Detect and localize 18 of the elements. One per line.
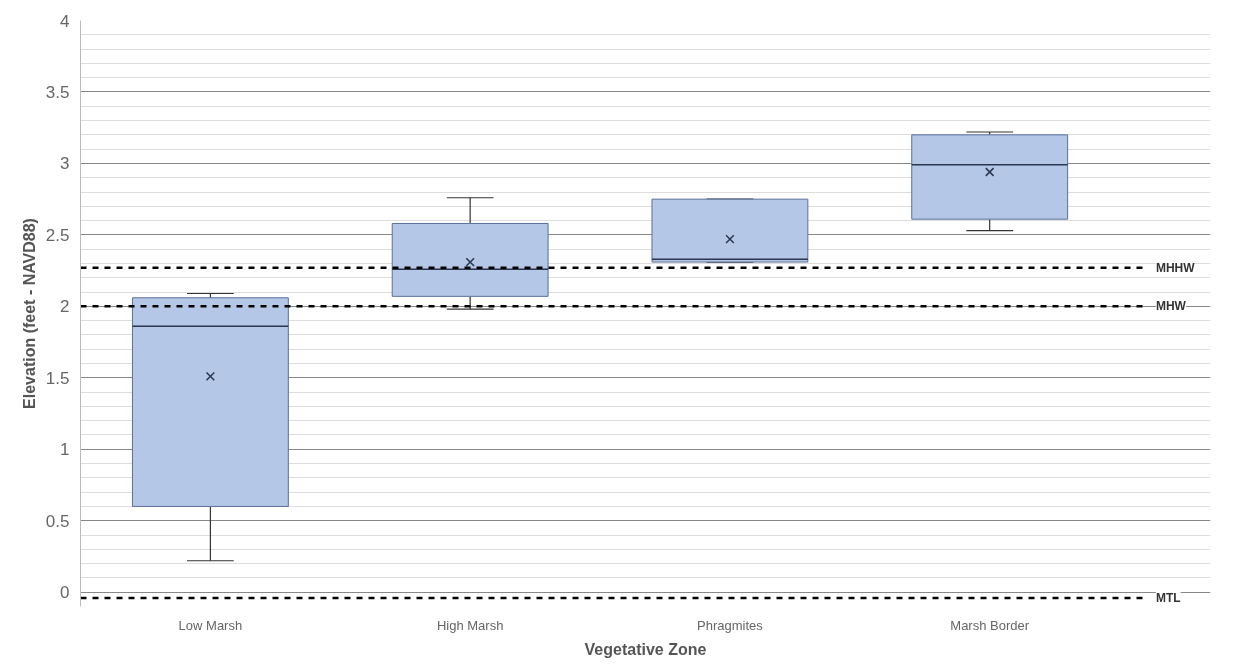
y-axis-title: Elevation (feet - NAVD88) (20, 218, 38, 409)
ref-line-label: MHHW (1155, 260, 1196, 275)
y-tick-label: 4 (60, 11, 70, 31)
x-axis-title: Vegetative Zone (584, 640, 707, 658)
y-tick-label: 1.5 (45, 368, 70, 388)
y-tick-label: 3.5 (45, 82, 70, 102)
y-tick-label: 0.5 (45, 511, 70, 531)
x-tick-label: Marsh Border (950, 617, 1030, 633)
y-tick-label: 1 (60, 440, 70, 460)
x-tick-label: Phragmites (697, 617, 764, 633)
y-tick-label: 2.5 (45, 225, 70, 245)
ref-line-label: MHW (1155, 299, 1187, 314)
x-tick-label: Low Marsh (178, 617, 243, 633)
y-tick-label: 2 (60, 297, 70, 317)
y-tick-label: 3 (60, 154, 70, 174)
x-tick-label: High Marsh (436, 617, 504, 633)
ref-line-label: MTL (1155, 590, 1181, 605)
y-tick-label: 0 (60, 583, 70, 603)
